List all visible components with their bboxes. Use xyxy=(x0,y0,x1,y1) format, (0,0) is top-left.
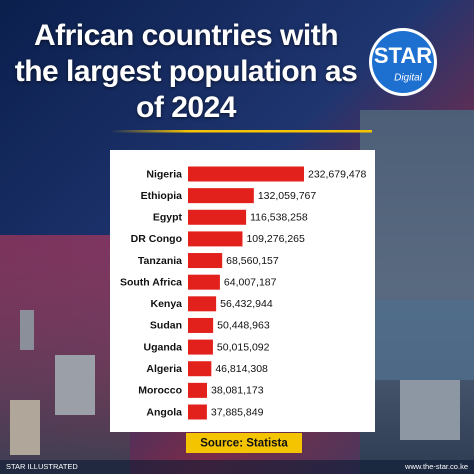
value-label: 46,814,308 xyxy=(215,363,268,375)
building xyxy=(10,400,40,455)
bar xyxy=(188,404,207,420)
value-label: 116,538,258 xyxy=(250,212,308,224)
title-rule xyxy=(110,130,372,133)
building xyxy=(20,310,34,350)
bar xyxy=(188,274,220,290)
category-label: Sudan xyxy=(150,320,182,332)
bar xyxy=(188,382,207,398)
building xyxy=(55,355,95,415)
value-label: 38,081,173 xyxy=(211,385,264,397)
category-label: Egypt xyxy=(153,212,183,224)
value-label: 109,276,265 xyxy=(246,233,305,245)
bar xyxy=(188,361,212,377)
category-label: South Africa xyxy=(120,276,182,288)
source-box xyxy=(186,433,302,453)
bar xyxy=(188,231,243,247)
category-label: DR Congo xyxy=(131,233,182,245)
building xyxy=(400,380,460,440)
category-label: Ethiopia xyxy=(141,190,183,202)
water xyxy=(375,300,474,380)
value-label: 50,448,963 xyxy=(217,320,270,332)
logo: STAR Digital xyxy=(369,28,437,96)
plot: Nigeria 232,679,478 Ethiopia 132,059,767 Egy… xyxy=(120,166,367,420)
category-label: Algeria xyxy=(146,363,182,375)
value-label: 232,679,478 xyxy=(308,168,367,180)
bar xyxy=(188,317,214,333)
value-label: 68,560,157 xyxy=(226,255,279,267)
chart-title: African countries with the largest popul… xyxy=(14,19,358,124)
footer-band xyxy=(0,460,474,474)
bar xyxy=(188,166,304,182)
category-label: Uganda xyxy=(143,341,182,353)
bar xyxy=(188,339,213,355)
footer-right: www.the-star.co.ke xyxy=(404,462,468,471)
value-label: 132,059,767 xyxy=(258,190,317,202)
value-label: 37,885,849 xyxy=(211,406,264,418)
value-label: 56,432,944 xyxy=(220,298,273,310)
category-label: Morocco xyxy=(138,385,182,397)
bar xyxy=(188,188,254,204)
category-label: Angola xyxy=(146,406,182,418)
value-label: 50,015,092 xyxy=(217,341,270,353)
bar xyxy=(188,253,223,269)
bar xyxy=(188,296,217,312)
logo-sub: Digital xyxy=(394,73,423,84)
bar xyxy=(188,209,247,225)
footer-left: STAR ILLUSTRATED xyxy=(6,462,78,471)
category-label: Kenya xyxy=(150,298,182,310)
value-label: 64,007,187 xyxy=(224,276,277,288)
logo-disc xyxy=(372,31,434,93)
category-label: Tanzania xyxy=(138,255,182,267)
category-label: Nigeria xyxy=(146,168,182,180)
source: Source: Statista xyxy=(200,438,288,450)
logo-name: STAR xyxy=(374,43,432,68)
